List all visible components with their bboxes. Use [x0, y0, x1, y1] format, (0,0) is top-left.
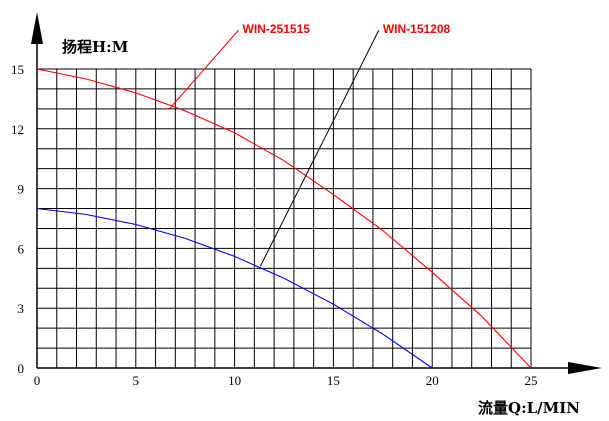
- x-tick-label: 5: [133, 373, 140, 388]
- grid: [36, 68, 532, 369]
- annotation-leader-1: [169, 29, 239, 110]
- annotations: WIN-251515 WIN-151208: [169, 22, 451, 267]
- y-tick-label: 3: [18, 301, 25, 316]
- x-tick-label: 10: [228, 373, 241, 388]
- x-axis-arrow-icon: [568, 362, 602, 374]
- tick-labels: 0 5 10 15 20 25 0 3 6 9 12 15: [11, 62, 538, 388]
- x-tick-label: 0: [34, 373, 41, 388]
- y-tick-label: 6: [18, 241, 25, 256]
- y-tick-label: 15: [11, 62, 24, 77]
- axes: [31, 12, 602, 374]
- y-tick-label: 0: [18, 361, 25, 376]
- annotation-label-2: WIN-151208: [383, 22, 451, 36]
- series-line-2: [36, 207, 433, 369]
- x-tick-label: 25: [525, 373, 538, 388]
- x-axis-title: 流量Q:L/MIN: [478, 399, 580, 417]
- y-tick-label: 12: [11, 122, 24, 137]
- y-tick-label: 9: [18, 182, 25, 197]
- y-axis-title: 扬程H:M: [62, 38, 128, 56]
- annotation-label-1: WIN-251515: [243, 22, 311, 36]
- y-axis-arrow-icon: [31, 12, 43, 44]
- annotation-leader-2: [259, 29, 380, 267]
- series-lines: [36, 68, 532, 369]
- series-line-1: [36, 68, 532, 369]
- x-tick-label: 20: [426, 373, 439, 388]
- x-tick-label: 15: [327, 373, 340, 388]
